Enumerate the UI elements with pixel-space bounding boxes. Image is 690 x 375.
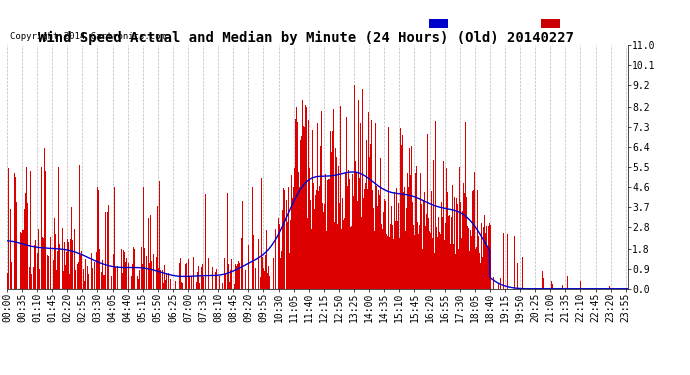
Text: Wind Speed Actual and Median by Minute (24 Hours) (Old) 20140227: Wind Speed Actual and Median by Minute (… <box>38 31 574 45</box>
Text: Copyright 2014 Cartronics.com: Copyright 2014 Cartronics.com <box>10 32 166 41</box>
Legend: Median (mph), Wind (mph): Median (mph), Wind (mph) <box>428 18 623 30</box>
